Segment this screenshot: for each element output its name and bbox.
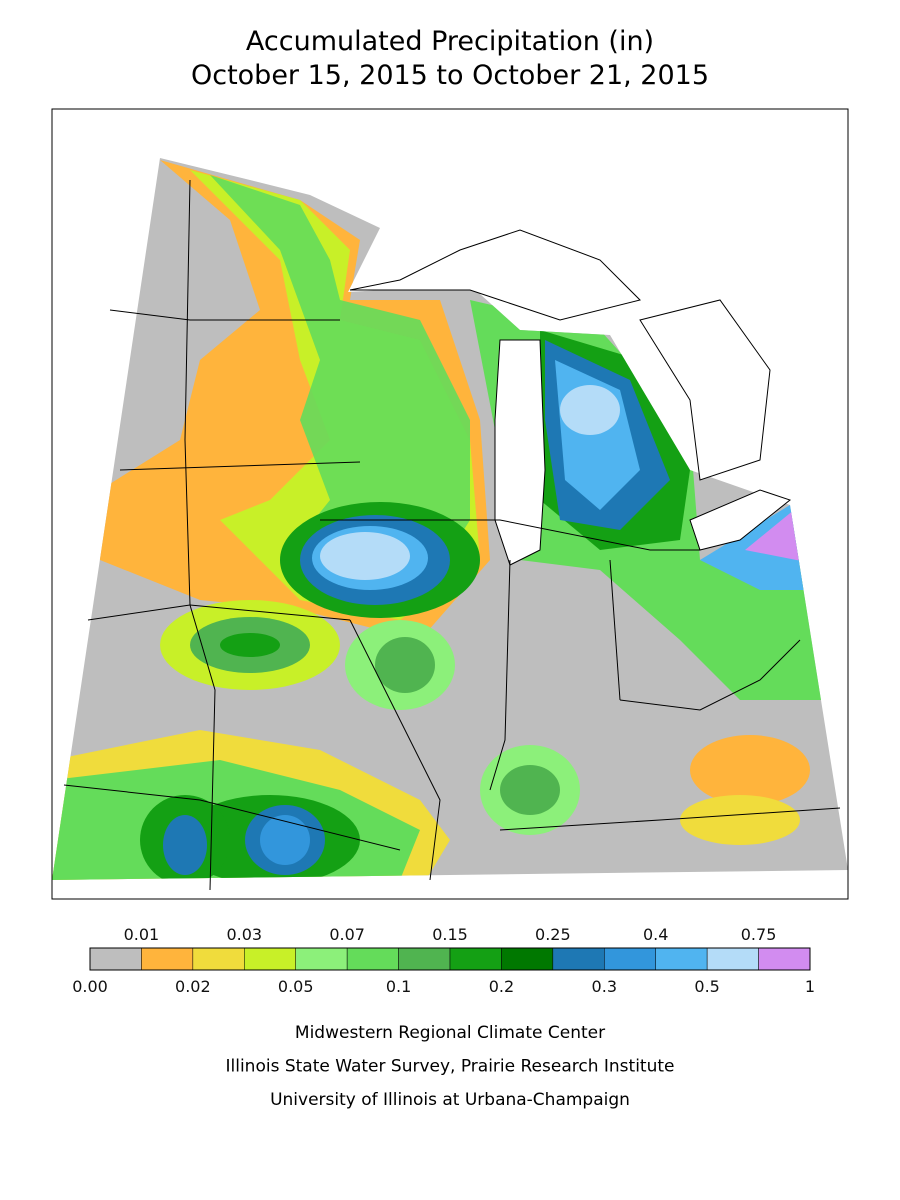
credit-line: Midwestern Regional Climate Center [295, 1023, 605, 1043]
legend-swatch [604, 947, 656, 971]
legend-swatch [552, 947, 605, 971]
legend-label: 0.01 [124, 925, 160, 944]
lakes [349, 229, 792, 566]
legend: 0.00 0.01 0.02 0.03 0.05 0.07 0.1 0.15 0.2 0.25 0.… [72, 925, 815, 996]
legend-swatch [398, 947, 451, 971]
legend-label: 0.00 [72, 977, 108, 996]
credit-line: Illinois State Water Survey, Prairie Res… [226, 1057, 675, 1077]
legend-swatch [295, 947, 348, 971]
legend-swatch [141, 947, 194, 971]
map-frame [51, 108, 849, 900]
legend-label: 0.03 [226, 925, 262, 944]
legend-label: 0.3 [592, 977, 617, 996]
legend-label: 0.1 [386, 977, 411, 996]
legend-swatch [501, 947, 554, 971]
legend-label: 0.15 [432, 925, 468, 944]
legend-label: 0.5 [694, 977, 719, 996]
legend-label: 1 [805, 977, 815, 996]
legend-swatch [192, 947, 245, 971]
legend-swatch [758, 947, 811, 971]
legend-label: 0.25 [535, 925, 571, 944]
legend-label: 0.07 [329, 925, 365, 944]
legend-label: 0.75 [741, 925, 777, 944]
legend-swatch [655, 947, 708, 971]
state-borders [63, 179, 841, 891]
map [51, 108, 849, 900]
title: Accumulated Precipitation (in) [246, 26, 654, 57]
legend-swatch [706, 947, 759, 971]
legend-label: 0.02 [175, 977, 211, 996]
legend-label: 0.05 [278, 977, 314, 996]
legend-swatch [89, 947, 142, 971]
legend-swatch [244, 947, 296, 971]
legend-label: 0.4 [643, 925, 668, 944]
legend-swatch [449, 947, 502, 971]
subtitle: October 15, 2015 to October 21, 2015 [191, 60, 709, 91]
credit-line: University of Illinois at Urbana-Champai… [270, 1090, 630, 1110]
legend-swatch [346, 947, 399, 971]
credits: Midwestern Regional Climate Center Illino… [226, 1023, 675, 1110]
legend-label: 0.2 [489, 977, 514, 996]
legend-frame [89, 947, 811, 971]
